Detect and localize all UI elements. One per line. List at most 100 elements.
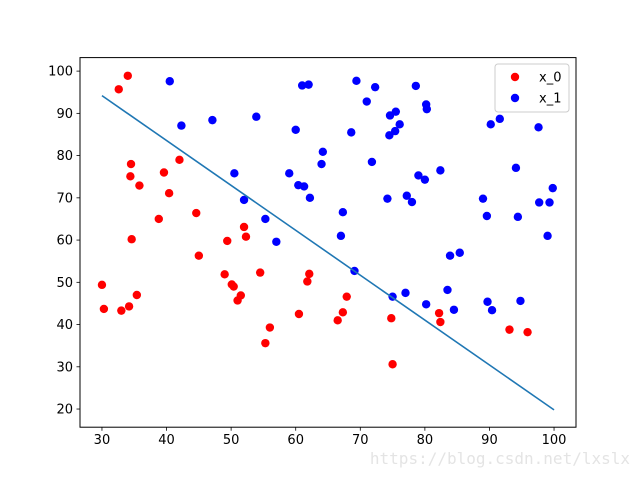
data-point xyxy=(236,291,246,300)
data-point xyxy=(114,85,123,94)
data-point xyxy=(304,80,313,89)
data-point xyxy=(402,191,411,200)
data-point xyxy=(164,188,174,198)
data-point xyxy=(422,104,432,114)
data-point xyxy=(534,198,544,207)
y-tick-label: 30 xyxy=(56,360,73,375)
data-point xyxy=(383,194,392,203)
data-point xyxy=(367,157,377,167)
x-tick-label: 80 xyxy=(417,433,434,448)
data-point xyxy=(407,197,417,207)
y-axis-ticks: 20 30 40 50 60 70 80 90 100 xyxy=(48,65,80,418)
x-tick-label: 90 xyxy=(481,433,498,448)
data-point xyxy=(395,120,404,129)
data-point xyxy=(421,300,431,309)
data-point xyxy=(261,214,270,224)
data-point xyxy=(239,222,249,232)
data-point xyxy=(135,181,144,190)
data-point xyxy=(486,120,495,129)
data-point xyxy=(385,131,394,140)
x-tick-label: 30 xyxy=(94,433,111,448)
data-point xyxy=(487,305,497,315)
data-point xyxy=(208,115,217,125)
data-point xyxy=(299,182,309,191)
data-point xyxy=(370,82,380,92)
series-x-1-points xyxy=(165,76,557,315)
data-point xyxy=(516,296,525,306)
legend-marker xyxy=(510,93,520,103)
data-point xyxy=(294,309,304,319)
data-point xyxy=(445,251,455,260)
data-point xyxy=(338,308,348,317)
data-point xyxy=(97,280,107,290)
data-point xyxy=(388,360,397,369)
x-tick-label: 100 xyxy=(542,433,567,448)
watermark-text: https://blog.csdn.net/lxslx xyxy=(369,449,630,468)
data-point xyxy=(513,212,523,222)
data-point xyxy=(391,107,401,116)
data-point xyxy=(478,194,488,203)
y-tick-label: 50 xyxy=(56,276,73,291)
data-point xyxy=(449,305,459,314)
data-point xyxy=(255,268,265,277)
data-point xyxy=(482,211,492,221)
data-point xyxy=(154,214,163,224)
y-tick-label: 60 xyxy=(56,234,73,249)
legend-label: x_1 xyxy=(539,92,561,107)
data-point xyxy=(223,236,232,246)
data-point xyxy=(194,251,204,260)
y-tick-label: 70 xyxy=(56,191,73,206)
data-point xyxy=(443,285,452,295)
x-tick-label: 40 xyxy=(158,433,175,448)
data-point xyxy=(411,81,421,91)
data-point xyxy=(126,159,136,169)
x-axis-ticks: 30 40 50 60 70 80 90 100 xyxy=(94,427,567,448)
data-point xyxy=(291,125,300,135)
data-point xyxy=(303,277,312,286)
data-point xyxy=(338,207,348,217)
data-point xyxy=(436,317,445,327)
data-point xyxy=(261,338,270,348)
y-tick-label: 100 xyxy=(48,65,73,80)
x-tick-label: 50 xyxy=(223,433,240,448)
data-point xyxy=(127,235,136,244)
data-point xyxy=(545,198,554,207)
data-point xyxy=(239,195,249,205)
legend-label: x_0 xyxy=(539,71,561,86)
series-x-0-points xyxy=(97,71,532,369)
decision-boundary-line xyxy=(101,94,555,411)
data-point xyxy=(305,269,314,279)
data-point xyxy=(192,208,201,218)
data-point xyxy=(523,327,532,337)
y-tick-label: 90 xyxy=(56,107,73,122)
data-point xyxy=(534,123,543,132)
data-point xyxy=(333,316,342,325)
data-point xyxy=(124,302,134,311)
data-point xyxy=(175,155,184,165)
data-point xyxy=(505,325,514,334)
data-point xyxy=(123,71,132,80)
data-point xyxy=(165,77,174,86)
data-point xyxy=(387,314,396,323)
data-point xyxy=(117,306,126,315)
data-point xyxy=(336,231,346,241)
data-point xyxy=(318,147,328,156)
plot-content xyxy=(97,71,557,411)
data-point xyxy=(230,169,239,178)
y-tick-label: 80 xyxy=(56,149,73,164)
data-point xyxy=(543,231,552,241)
y-tick-label: 20 xyxy=(56,403,73,418)
data-point xyxy=(414,171,423,180)
data-point xyxy=(132,290,142,300)
legend: x_0x_1 xyxy=(494,63,570,113)
x-tick-label: 60 xyxy=(287,433,304,448)
data-point xyxy=(401,288,410,298)
data-point xyxy=(229,282,238,291)
data-point xyxy=(297,81,307,90)
data-point xyxy=(434,308,444,318)
data-point xyxy=(483,297,492,306)
data-point xyxy=(347,128,356,137)
data-point xyxy=(159,168,169,177)
legend-marker xyxy=(510,72,520,82)
